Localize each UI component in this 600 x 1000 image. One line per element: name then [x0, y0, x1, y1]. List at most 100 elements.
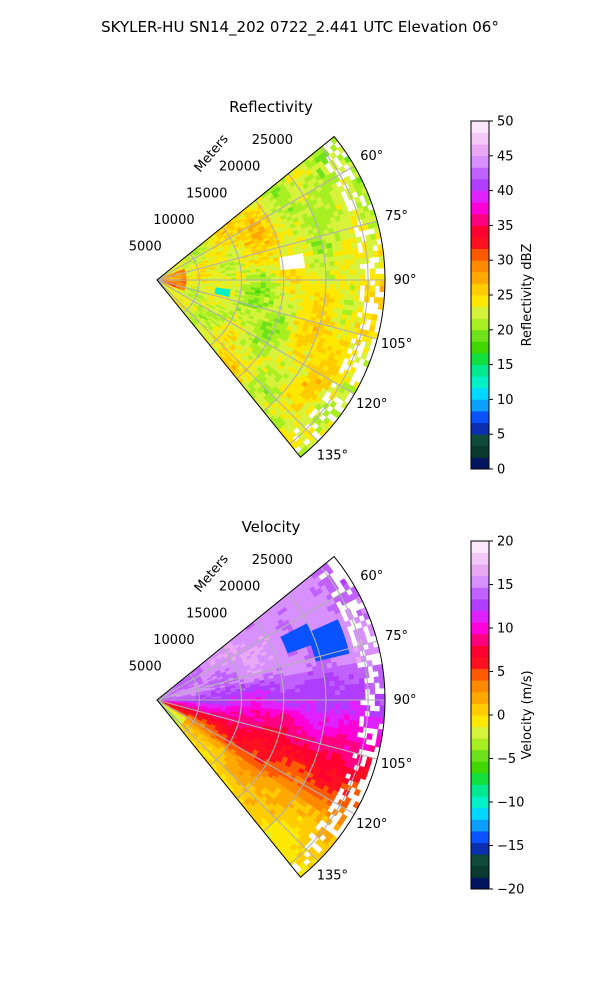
- radar-cell: [337, 670, 345, 677]
- radar-cell: [270, 702, 277, 707]
- radar-cell: [348, 253, 355, 261]
- radar-cell: [371, 239, 378, 247]
- radar-cell: [369, 268, 376, 275]
- colorbar-swatch: [471, 167, 489, 180]
- radar-cell: [379, 273, 385, 281]
- radar-cell: [330, 275, 336, 281]
- radar-cell: [318, 257, 325, 264]
- radar-cell: [379, 285, 385, 293]
- radar-cell: [260, 694, 267, 698]
- radar-cell: [310, 703, 316, 709]
- colorbar-tick-label: 5: [497, 428, 505, 443]
- radar-cell: [290, 706, 296, 712]
- radar-cell: [339, 689, 346, 696]
- radar-cell: [300, 279, 306, 285]
- radar-cell: [344, 264, 351, 271]
- colorbar-swatch: [471, 422, 489, 435]
- radar-cell: [319, 262, 326, 268]
- radar-cell: [300, 707, 306, 712]
- radar-cell: [314, 682, 321, 688]
- radar-cell: [265, 273, 272, 278]
- radar-cell: [334, 293, 341, 300]
- radar-cell: [339, 684, 346, 691]
- radar-cell: [304, 683, 311, 689]
- colorbar-swatch: [471, 121, 489, 133]
- radar-cell: [300, 287, 306, 292]
- radar-cell: [285, 269, 291, 274]
- radar-cell: [329, 704, 336, 710]
- radar-cell: [300, 703, 306, 709]
- radar-cell: [285, 283, 292, 288]
- radar-cell: [290, 286, 296, 292]
- colorbar-swatch: [471, 190, 489, 203]
- radar-cell: [338, 255, 345, 262]
- radar-cell: [305, 275, 311, 281]
- radar-cell: [309, 683, 316, 689]
- radar-cell: [319, 712, 326, 718]
- radar-cell: [334, 289, 341, 295]
- colorbar-tick-label: 25: [497, 289, 514, 304]
- radar-cell: [379, 279, 385, 287]
- colorbar-swatch: [471, 295, 489, 307]
- radar-cell: [340, 699, 346, 706]
- radar-cell: [344, 294, 350, 301]
- radar-cell: [275, 273, 282, 278]
- colorbar-tick-label: 15: [497, 358, 514, 373]
- radar-cell: [315, 271, 321, 277]
- radar-cell: [352, 247, 359, 255]
- radar-cell: [295, 283, 301, 288]
- radar-cell: [260, 274, 267, 278]
- radar-cell: [359, 274, 366, 281]
- radar-cell: [245, 694, 252, 698]
- radial-tick-label: 20000: [219, 160, 260, 175]
- radar-cell: [310, 279, 316, 285]
- radar-cell: [339, 264, 346, 271]
- radar-cell: [314, 712, 321, 718]
- radar-cell: [295, 268, 301, 273]
- radar-cell: [374, 273, 381, 281]
- radar-cell: [358, 300, 365, 308]
- radar-cell: [343, 254, 350, 261]
- radar-cell: [315, 699, 321, 705]
- radar-cell: [304, 707, 311, 713]
- radial-tick-label: 10000: [153, 213, 194, 228]
- radar-cell: [304, 287, 311, 293]
- radar-cell: [329, 681, 336, 687]
- radar-cell: [348, 259, 355, 266]
- radar-field: [157, 136, 385, 458]
- radar-cell: [345, 274, 351, 281]
- radar-cell: [334, 284, 341, 290]
- radar-cell: [309, 263, 316, 269]
- radar-cell: [328, 671, 335, 678]
- radar-cell: [354, 269, 361, 276]
- radar-cell: [300, 283, 306, 289]
- radar-cell: [349, 274, 356, 281]
- radar-cell: [282, 251, 289, 257]
- azimuth-tick-label: 90°: [393, 273, 416, 288]
- radar-cell: [339, 289, 346, 296]
- radar-cell: [300, 271, 306, 277]
- radar-cell: [270, 270, 277, 275]
- colorbar-swatch: [471, 399, 489, 412]
- radar-cell: [255, 274, 262, 278]
- radar-cell: [305, 271, 311, 277]
- radar-cell: [313, 678, 320, 684]
- radar-cell: [290, 692, 296, 697]
- radar-cell: [290, 703, 296, 708]
- radar-cell: [329, 284, 336, 290]
- colorbar-swatch: [471, 353, 489, 365]
- radar-cell: [285, 689, 291, 694]
- colorbar-label: Reflectivity dBZ: [520, 244, 535, 347]
- radar-cell: [334, 709, 341, 715]
- radar-cell: [338, 675, 345, 682]
- radar-cell: [320, 275, 326, 281]
- radar-cell: [285, 703, 292, 708]
- radar-cell: [353, 300, 360, 307]
- radial-tick-label: 5000: [129, 239, 162, 254]
- radar-cell: [300, 275, 306, 281]
- radar-cell: [265, 690, 272, 695]
- colorbar-swatch: [471, 202, 489, 215]
- radar-cell: [334, 260, 341, 267]
- radar-cell: [305, 279, 311, 285]
